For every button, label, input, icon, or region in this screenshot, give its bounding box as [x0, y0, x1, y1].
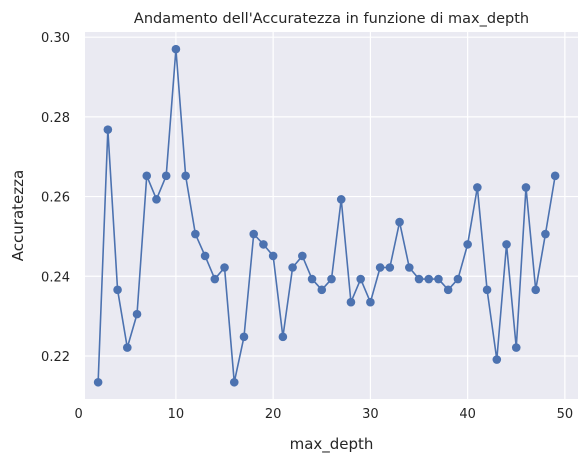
data-point — [424, 274, 434, 284]
data-point — [122, 343, 132, 352]
data-point — [132, 309, 142, 319]
x-tick-label: 50 — [557, 407, 574, 422]
x-axis-label: max_depth — [290, 435, 374, 454]
data-point — [93, 377, 103, 387]
y-axis-label: Accuratezza — [9, 170, 27, 261]
data-point — [375, 263, 385, 272]
data-point — [463, 240, 472, 249]
y-tick-label: 0.28 — [41, 111, 70, 126]
data-point — [482, 285, 492, 295]
data-point — [541, 229, 550, 239]
data-point — [103, 125, 113, 134]
data-point — [229, 377, 239, 387]
data-point — [395, 217, 404, 227]
accuracy-line — [97, 48, 556, 384]
data-point — [502, 240, 511, 249]
x-tick-label: 0 — [75, 407, 83, 422]
data-point — [298, 251, 307, 261]
data-point — [366, 297, 375, 307]
data-point — [200, 251, 210, 261]
data-point — [385, 263, 395, 272]
data-point — [443, 285, 453, 295]
data-point — [550, 171, 560, 181]
data-point — [434, 274, 443, 284]
data-point — [181, 171, 190, 181]
data-point — [531, 285, 541, 295]
data-point — [161, 171, 171, 181]
tick-labels: 0 10 20 30 40 50 0.22 0.24 0.26 0.28 0.30 — [41, 31, 573, 422]
x-tick-label: 30 — [362, 407, 379, 422]
data-point — [171, 44, 181, 54]
data-point — [521, 183, 531, 192]
series-layer — [93, 44, 560, 387]
data-point — [191, 229, 200, 239]
data-point — [152, 195, 161, 204]
data-point — [142, 171, 152, 181]
data-point — [356, 274, 365, 284]
data-point — [307, 274, 317, 284]
chart-title: Andamento dell'Accuratezza in funzione d… — [134, 11, 529, 27]
data-point — [317, 285, 327, 295]
data-point — [113, 285, 122, 295]
y-tick-label: 0.30 — [41, 31, 70, 46]
grid-lines — [78, 32, 578, 399]
data-point — [239, 332, 249, 342]
y-tick-label: 0.24 — [41, 270, 70, 285]
data-point — [259, 240, 268, 249]
data-point — [220, 263, 229, 272]
x-tick-label: 40 — [459, 407, 476, 422]
data-point — [473, 183, 482, 192]
data-point — [414, 274, 424, 284]
x-tick-label: 10 — [168, 407, 185, 422]
data-point — [492, 355, 502, 364]
y-tick-label: 0.26 — [41, 191, 70, 206]
data-point — [336, 195, 346, 204]
data-point — [511, 343, 521, 352]
plot-area — [85, 32, 578, 399]
data-point — [346, 297, 356, 307]
x-tick-label: 20 — [265, 407, 282, 422]
data-point — [453, 274, 463, 284]
data-point — [288, 263, 297, 272]
data-point — [268, 251, 278, 261]
data-point — [210, 274, 220, 284]
y-tick-label: 0.22 — [41, 350, 70, 365]
data-point — [404, 263, 414, 272]
data-point — [278, 332, 288, 342]
data-point — [249, 229, 259, 239]
data-point — [327, 274, 336, 284]
